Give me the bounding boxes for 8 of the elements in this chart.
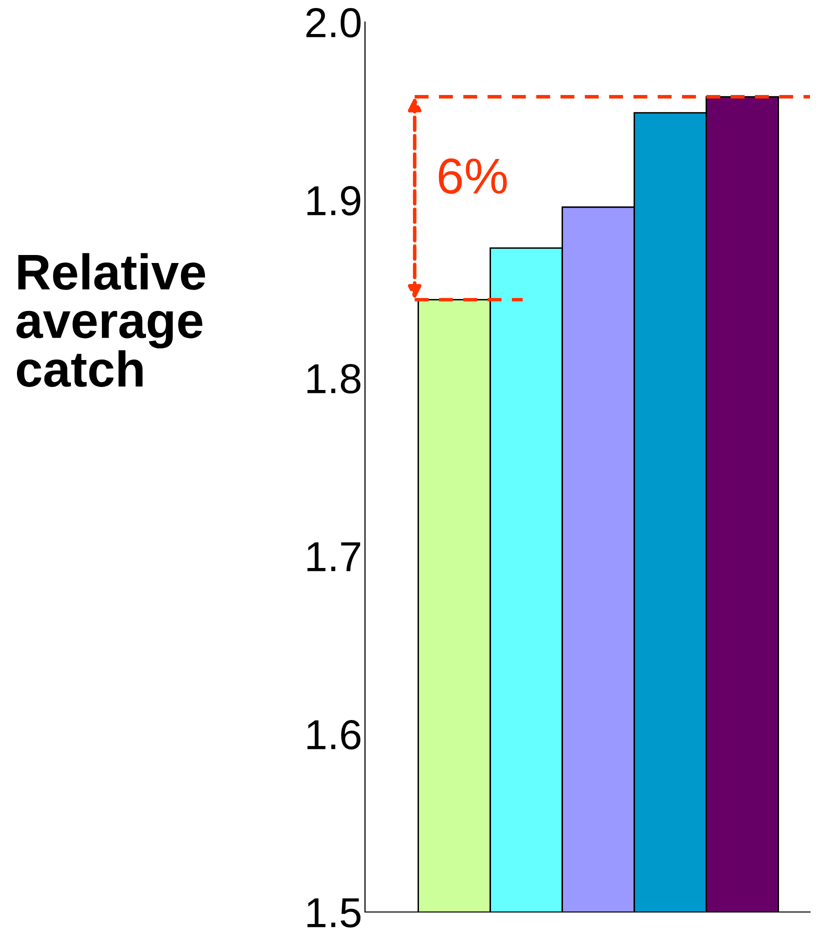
y-tick-label: 1.9	[307, 186, 360, 216]
y-tick-label: 2.0	[306, 8, 361, 38]
y-tick-label: 1.8	[307, 364, 360, 394]
y-axis-title: Relative average catch	[16, 253, 206, 387]
annotation: 6%	[438, 158, 507, 194]
y-tick-label: 1.5	[307, 898, 360, 928]
y-tick-label: 1.6	[307, 720, 360, 750]
y-tick-label: 1.7	[307, 542, 360, 572]
